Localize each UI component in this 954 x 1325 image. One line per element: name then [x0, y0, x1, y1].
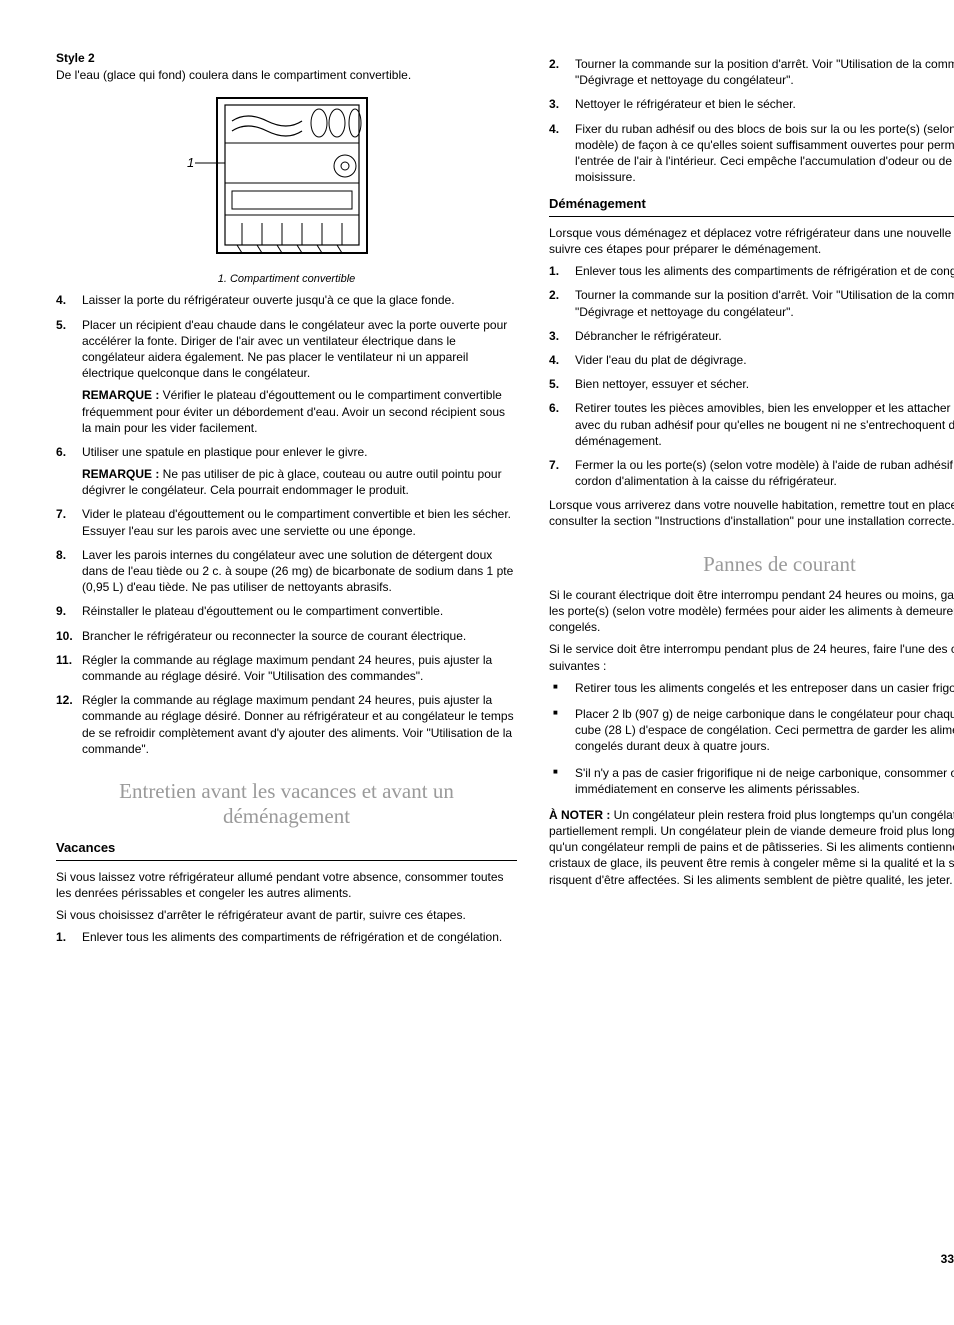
moving-heading: Déménagement	[549, 195, 954, 217]
section-title-power-outage: Pannes de courant	[549, 552, 954, 577]
figure-compartment: 1 1. Compartiment convertible	[56, 93, 517, 286]
vacation-steps-list: Enlever tous les aliments des compartime…	[56, 929, 517, 945]
list-item: Laver les parois internes du congélateur…	[56, 547, 517, 596]
list-item: Régler la commande au réglage maximum pe…	[56, 652, 517, 684]
list-item: Vider le plateau d'égouttement ou le com…	[56, 506, 517, 538]
moving-p2: Lorsque vous arriverez dans votre nouvel…	[549, 497, 954, 529]
note-text: Un congélateur plein restera froid plus …	[549, 808, 954, 887]
figure-caption: 1. Compartiment convertible	[56, 272, 517, 287]
list-item: Fixer du ruban adhésif ou des blocs de b…	[549, 121, 954, 186]
vacation-p2: Si vous choisissez d'arrêter le réfrigér…	[56, 907, 517, 923]
list-item: Retirer toutes les pièces amovibles, bie…	[549, 400, 954, 449]
list-item: Placer 2 lb (907 g) de neige carbonique …	[549, 706, 954, 755]
power-bullets: Retirer tous les aliments congelés et le…	[549, 680, 954, 797]
compartment-diagram-icon: 1	[187, 93, 387, 263]
page-number: 33	[941, 1251, 954, 1267]
list-item: Nettoyer le réfrigérateur et bien le séc…	[549, 96, 954, 112]
list-item: Retirer tous les aliments congelés et le…	[549, 680, 954, 696]
list-item: Placer un récipient d'eau chaude dans le…	[56, 317, 517, 436]
vacation-heading: Vacances	[56, 839, 517, 861]
vacation-p1: Si vous laissez votre réfrigérateur allu…	[56, 869, 517, 901]
vacation-cont-list: Tourner la commande sur la position d'ar…	[549, 56, 954, 185]
moving-p1: Lorsque vous déménagez et déplacez votre…	[549, 225, 954, 257]
style-heading: Style 2	[56, 50, 517, 66]
list-item: Fermer la ou les porte(s) (selon votre m…	[549, 457, 954, 489]
list-item: Brancher le réfrigérateur ou reconnecter…	[56, 628, 517, 644]
list-item: Tourner la commande sur la position d'ar…	[549, 56, 954, 88]
defrost-steps-list: Laisser la porte du réfrigérateur ouvert…	[56, 292, 517, 757]
callout-number: 1	[187, 155, 194, 170]
power-note: À NOTER : Un congélateur plein restera f…	[549, 807, 954, 888]
left-column: Style 2 De l'eau (glace qui fond) couler…	[56, 50, 517, 954]
moving-steps-list: Enlever tous les aliments des compartime…	[549, 263, 954, 489]
list-item: Enlever tous les aliments des compartime…	[56, 929, 517, 945]
note-label: À NOTER :	[549, 808, 610, 822]
list-item: Vider l'eau du plat de dégivrage.	[549, 352, 954, 368]
power-p1: Si le courant électrique doit être inter…	[549, 587, 954, 636]
style-description: De l'eau (glace qui fond) coulera dans l…	[56, 67, 517, 83]
list-item: Débrancher le réfrigérateur.	[549, 328, 954, 344]
list-item: Réinstaller le plateau d'égouttement ou …	[56, 603, 517, 619]
list-item: Laisser la porte du réfrigérateur ouvert…	[56, 292, 517, 308]
list-item: Bien nettoyer, essuyer et sécher.	[549, 376, 954, 392]
list-item: Enlever tous les aliments des compartime…	[549, 263, 954, 279]
list-item: Tourner la commande sur la position d'ar…	[549, 287, 954, 319]
list-item: Régler la commande au réglage maximum pe…	[56, 692, 517, 757]
section-title-vacation-move: Entretien avant les vacances et avant un…	[56, 779, 517, 829]
list-item: S'il n'y a pas de casier frigorifique ni…	[549, 765, 954, 797]
list-item: Utiliser une spatule en plastique pour e…	[56, 444, 517, 499]
power-p2: Si le service doit être interrompu penda…	[549, 641, 954, 673]
right-column: Tourner la commande sur la position d'ar…	[549, 50, 954, 954]
